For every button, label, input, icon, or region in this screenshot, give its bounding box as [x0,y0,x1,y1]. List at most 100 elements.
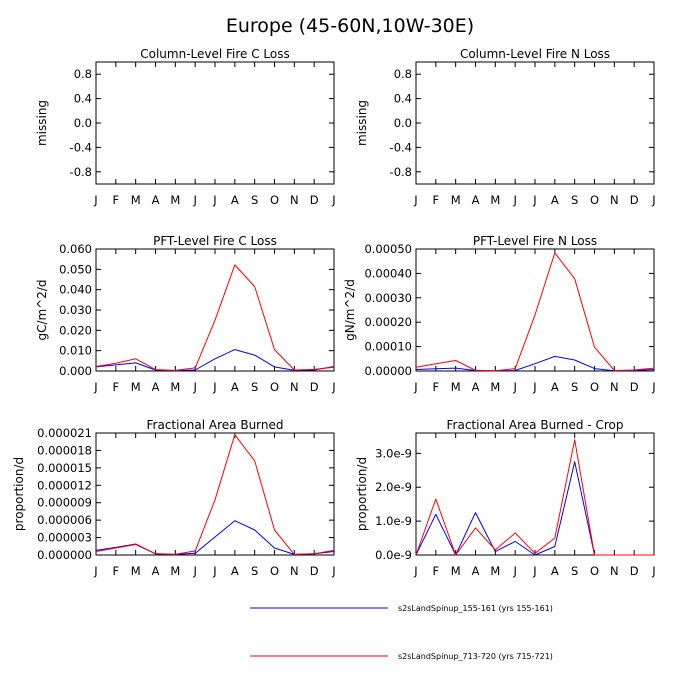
y-tick-label: 3.0e-9 [375,446,412,460]
x-tick-label: A [152,380,160,394]
x-tick-label: A [231,380,239,394]
y-tick-label: 1.0e-9 [375,514,412,528]
x-tick-label: S [251,193,258,207]
plot-frame [415,432,655,556]
x-tick-label: J [532,564,536,578]
y-tick-label: 0.060 [59,242,92,256]
x-tick-label: D [630,380,639,394]
y-tick-label: 0.000021 [37,426,92,440]
y-tick-label: 0.000000 [37,548,92,562]
panel-title: PFT-Level Fire C Loss [153,234,277,248]
plot-frame [415,61,655,185]
x-tick-label: M [451,193,461,207]
y-axis-label: proportion/d [12,457,26,531]
legend-label-series-a: s2sLandSpinup_155-161 (yrs 155-161) [398,604,553,613]
y-axis-label: missing [355,100,369,146]
x-tick-label: A [551,193,559,207]
x-tick-label: M [170,564,180,578]
x-tick-label: M [490,564,500,578]
x-tick-label: A [231,193,239,207]
x-tick-label: M [490,193,500,207]
plot-frame [415,248,655,372]
x-tick-label: J [192,564,196,578]
y-tick-label: -0.4 [70,140,92,154]
x-tick-label: J [651,564,655,578]
y-tick-label: 0.030 [59,303,92,317]
x-tick-label: O [270,564,279,578]
y-tick-label: 0.00050 [364,242,412,256]
x-tick-label: D [310,380,319,394]
y-tick-label: -0.8 [390,165,412,179]
x-tick-label: N [610,193,619,207]
x-tick-label: J [651,193,655,207]
x-tick-label: O [590,193,599,207]
y-tick-label: 0.000012 [37,478,92,492]
x-tick-label: J [93,193,97,207]
x-tick-label: O [590,564,599,578]
x-tick-label: J [413,564,417,578]
x-tick-label: J [512,564,516,578]
y-tick-label: 0.00020 [364,315,412,329]
plot-frame [95,248,335,372]
x-tick-label: M [451,564,461,578]
x-tick-label: F [113,380,120,394]
x-tick-label: F [433,380,440,394]
x-tick-label: O [270,380,279,394]
x-tick-label: F [433,193,440,207]
x-tick-label: S [251,380,258,394]
x-tick-label: J [212,380,216,394]
y-tick-label: 0.4 [394,92,412,106]
panel-title: Column-Level Fire C Loss [140,47,290,61]
x-tick-label: A [551,380,559,394]
legend-label-series-b: s2sLandSpinup_713-720 (yrs 715-721) [398,652,553,661]
series-line-blue [95,520,335,555]
x-tick-label: M [170,193,180,207]
x-tick-label: D [630,193,639,207]
x-tick-label: D [630,564,639,578]
y-tick-label: 0.8 [394,67,412,81]
series-line-red [95,434,335,555]
x-tick-label: J [512,380,516,394]
x-tick-label: J [93,380,97,394]
x-tick-label: D [310,564,319,578]
panel-title: PFT-Level Fire N Loss [473,234,597,248]
y-tick-label: 0.010 [59,344,92,358]
y-tick-label: 2.0e-9 [375,480,412,494]
y-axis-label: missing [35,100,49,146]
y-tick-label: 0.050 [59,262,92,276]
y-axis-label: gN/m^2/d [343,279,357,341]
x-tick-label: A [152,564,160,578]
y-tick-label: 0.00010 [364,340,412,354]
y-tick-label: 0.0e-9 [375,548,412,562]
x-tick-label: J [212,193,216,207]
x-tick-label: A [472,193,480,207]
x-tick-label: S [571,193,578,207]
y-tick-label: 0.00040 [364,266,412,280]
x-tick-label: N [610,564,619,578]
x-tick-label: J [331,193,335,207]
y-axis-label: gC/m^2/d [35,279,49,340]
series-line-blue [415,461,654,556]
y-tick-label: -0.4 [390,140,412,154]
y-axis-label: proportion/d [355,457,369,531]
x-tick-label: J [331,564,335,578]
x-tick-label: S [571,564,578,578]
y-tick-label: 0.020 [59,323,92,337]
x-tick-label: J [331,380,335,394]
x-tick-label: A [551,564,559,578]
y-tick-label: 0.8 [74,67,92,81]
y-tick-label: 0.0 [394,116,412,130]
y-tick-label: 0.000003 [37,531,92,545]
x-tick-label: M [490,380,500,394]
y-tick-label: -0.8 [70,165,92,179]
x-tick-label: J [212,564,216,578]
x-tick-label: J [93,564,97,578]
x-tick-label: A [472,380,480,394]
x-tick-label: M [131,380,141,394]
